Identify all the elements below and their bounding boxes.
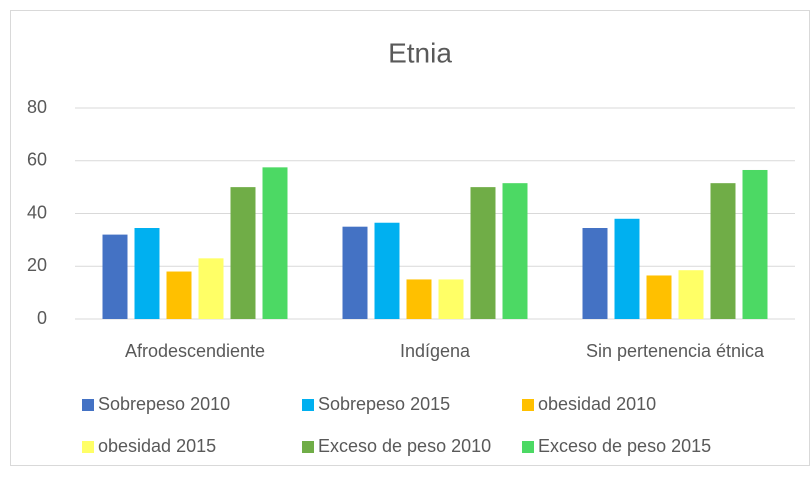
legend-swatch bbox=[522, 441, 534, 453]
bar bbox=[262, 167, 288, 319]
bar bbox=[502, 183, 528, 319]
bar bbox=[742, 169, 768, 319]
y-tick-label: 40 bbox=[27, 202, 47, 222]
legend-label: Sobrepeso 2010 bbox=[98, 394, 230, 414]
bar bbox=[582, 228, 608, 319]
bar bbox=[166, 271, 192, 319]
bar bbox=[470, 187, 496, 319]
y-tick-label: 0 bbox=[37, 308, 47, 328]
bar bbox=[374, 222, 400, 319]
x-tick-label: Indígena bbox=[400, 341, 471, 361]
bar bbox=[710, 183, 736, 319]
legend-label: Exceso de peso 2010 bbox=[318, 436, 491, 456]
legend-swatch bbox=[302, 399, 314, 411]
x-tick-label: Afrodescendiente bbox=[125, 341, 265, 361]
x-tick-label: Sin pertenencia étnica bbox=[586, 341, 765, 361]
y-tick-label: 80 bbox=[27, 97, 47, 117]
legend-label: Exceso de peso 2015 bbox=[538, 436, 711, 456]
y-tick-label: 20 bbox=[27, 255, 47, 275]
bar bbox=[198, 258, 224, 319]
legend-swatch bbox=[82, 441, 94, 453]
bar bbox=[438, 279, 464, 319]
legend-label: obesidad 2015 bbox=[98, 436, 216, 456]
bar bbox=[134, 228, 160, 319]
legend-swatch bbox=[302, 441, 314, 453]
bar bbox=[406, 279, 432, 319]
bar bbox=[230, 187, 256, 319]
legend-swatch bbox=[82, 399, 94, 411]
bar bbox=[102, 234, 128, 319]
bar bbox=[678, 270, 704, 319]
bar bbox=[614, 218, 640, 319]
legend-label: Sobrepeso 2015 bbox=[318, 394, 450, 414]
chart-title: Etnia bbox=[388, 37, 452, 68]
bar bbox=[646, 275, 672, 319]
bar bbox=[342, 226, 368, 319]
legend-label: obesidad 2010 bbox=[538, 394, 656, 414]
legend-swatch bbox=[522, 399, 534, 411]
y-tick-label: 60 bbox=[27, 150, 47, 170]
